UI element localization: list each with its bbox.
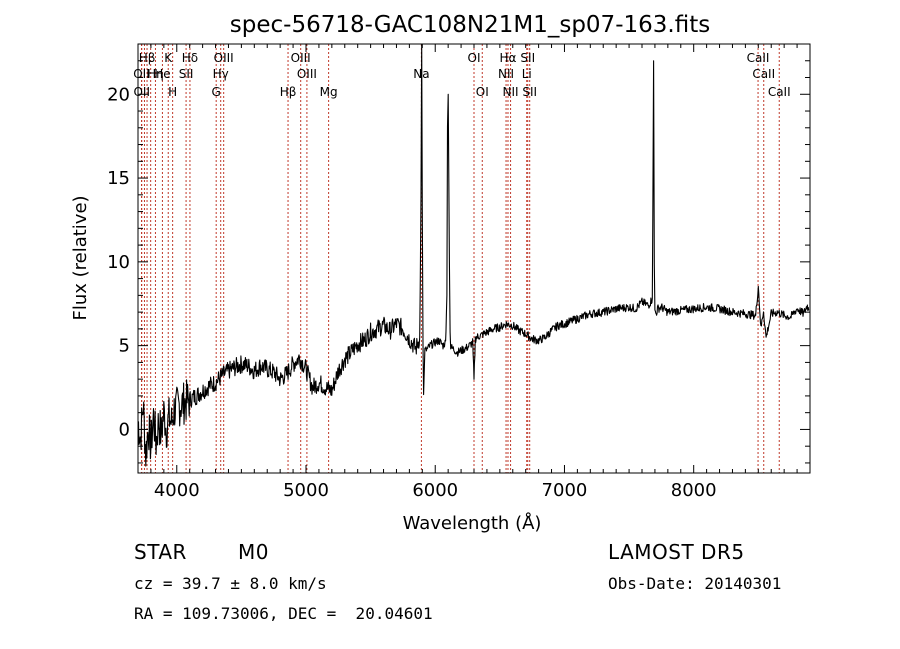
line-label-row2-5: OIII <box>297 67 317 81</box>
observation-date: Obs-Date: 20140301 <box>608 574 782 593</box>
coordinates: RA = 109.73006, DEC = 20.04601 <box>134 604 433 623</box>
line-label-row3-5: OI <box>476 85 489 99</box>
line-label-row2-2: He <box>154 67 170 81</box>
line-label-row1-3: OIII <box>214 51 234 65</box>
line-label-row3-4: Mg <box>320 85 338 99</box>
line-label-row3-7: SII <box>522 85 537 99</box>
line-label-row1-2: Hδ <box>182 51 198 65</box>
line-markers <box>140 44 780 473</box>
y-tick-label-1: 5 <box>119 336 130 357</box>
x-tick-label-1: 5000 <box>283 480 329 501</box>
line-label-row3-8: CaII <box>768 85 791 99</box>
line-label-row3-6: NII <box>503 85 519 99</box>
y-tick-label-3: 15 <box>107 168 130 189</box>
line-label-row1-8: CaII <box>747 51 770 65</box>
line-label-row1-7: SII <box>520 51 535 65</box>
x-axis-label: Wavelength (Å) <box>403 512 542 534</box>
x-tick-label-2: 6000 <box>412 480 458 501</box>
line-label-row2-7: NII <box>498 67 514 81</box>
line-label-row3-2: G <box>212 85 221 99</box>
axis-ticks: 4000 5000 6000 7000 8000 0 5 10 15 20 <box>107 44 811 501</box>
line-label-row1-4: OIII <box>291 51 311 65</box>
line-label-row1-6: Hα <box>500 51 517 65</box>
line-label-row1-0: Hβ <box>139 51 156 65</box>
line-label-row3-0: OII <box>133 85 150 99</box>
line-label-row1-5: OI <box>468 51 481 65</box>
x-tick-label-4: 8000 <box>671 480 717 501</box>
line-label-row2-3: SII <box>179 67 194 81</box>
line-label-row3-3: Hβ <box>280 85 297 99</box>
y-tick-label-2: 10 <box>107 252 130 273</box>
line-label-row2-0: OII <box>133 67 150 81</box>
line-label-row1-1: K <box>164 51 173 65</box>
redshift-value: cz = 39.7 ± 8.0 km/s <box>134 574 327 593</box>
x-tick-label-0: 4000 <box>154 480 200 501</box>
spectrum-series <box>137 43 810 467</box>
line-label-row2-1: Hη <box>147 67 164 81</box>
object-subclass: M0 <box>238 540 269 564</box>
survey-name: LAMOST DR5 <box>608 540 745 564</box>
chart-title: spec-56718-GAC108N21M1_sp07-163.fits <box>230 12 710 38</box>
line-label-row2-9: CaII <box>752 67 775 81</box>
line-label-row2-8: Li <box>522 67 532 81</box>
line-label-row3-1: H <box>168 85 177 99</box>
line-label-row2-4: Hγ <box>213 67 229 81</box>
y-tick-label-0: 0 <box>119 419 130 440</box>
spectrum-line <box>137 43 810 467</box>
y-axis-label: Flux (relative) <box>70 195 91 320</box>
x-tick-label-3: 7000 <box>542 480 588 501</box>
object-class: STAR <box>134 540 187 564</box>
y-tick-label-4: 20 <box>107 84 130 105</box>
